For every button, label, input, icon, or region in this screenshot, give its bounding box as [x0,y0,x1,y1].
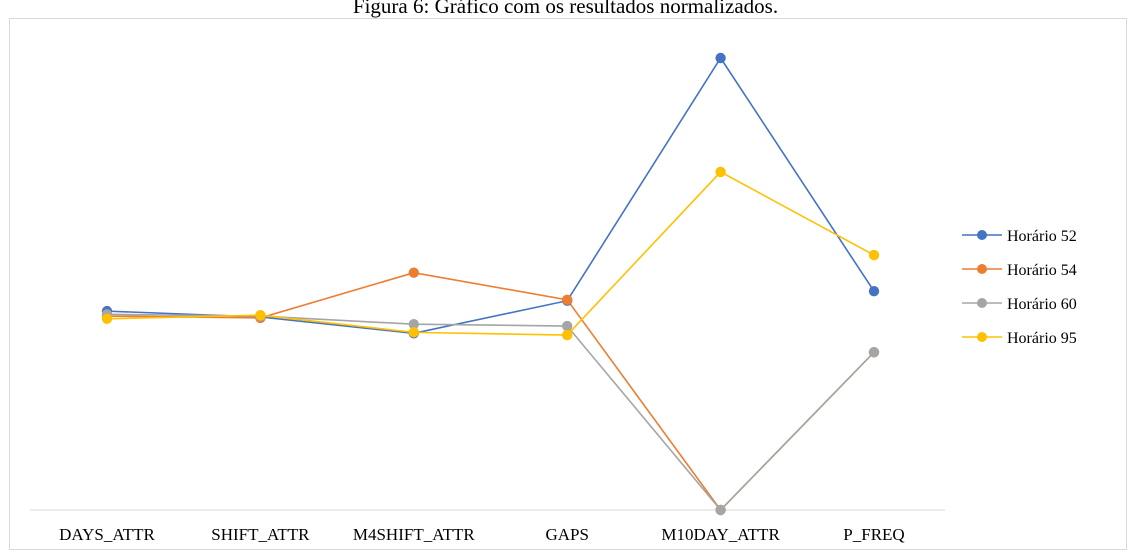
legend-marker [977,332,987,342]
series-1-point [715,52,726,64]
series-4-point [868,249,880,261]
x-tick-label: GAPS [545,525,588,544]
x-tick-label: M10DAY_ATTR [661,525,780,544]
series-2-point [562,294,573,306]
series-line-3 [106,313,875,512]
series-1-point [868,286,880,297]
series-line-2 [106,271,875,512]
series-line-1 [106,56,875,335]
legend-marker [977,298,987,308]
series-line-4 [106,170,875,336]
series-3-point [868,347,880,358]
x-tick-label: SHIFT_ATTR [211,525,310,544]
x-tick-label: DAYS_ATTR [59,525,155,544]
legend-label: Horário 95 [1007,330,1077,347]
legend-label: Horário 60 [1007,296,1077,313]
x-tick-label: P_FREQ [843,525,904,544]
legend-label: Horário 54 [1007,262,1077,279]
series-3-point [408,319,419,330]
series-3-point [715,504,726,516]
chart-frame [9,18,1127,550]
series-4-point [715,166,726,178]
x-tick-label: M4SHIFT_ATTR [353,525,476,544]
series-2-point [408,267,419,278]
series-3-point [562,320,573,332]
legend-label: Horário 52 [1007,228,1077,245]
legend-marker [977,264,987,274]
figure-caption: Figura 6: Gráfico com os resultados norm… [352,0,779,18]
legend-marker [977,230,987,240]
series-4-point [255,309,266,321]
series-4-point [408,327,419,338]
series-4-point [562,329,573,341]
series-4-point [101,313,113,325]
